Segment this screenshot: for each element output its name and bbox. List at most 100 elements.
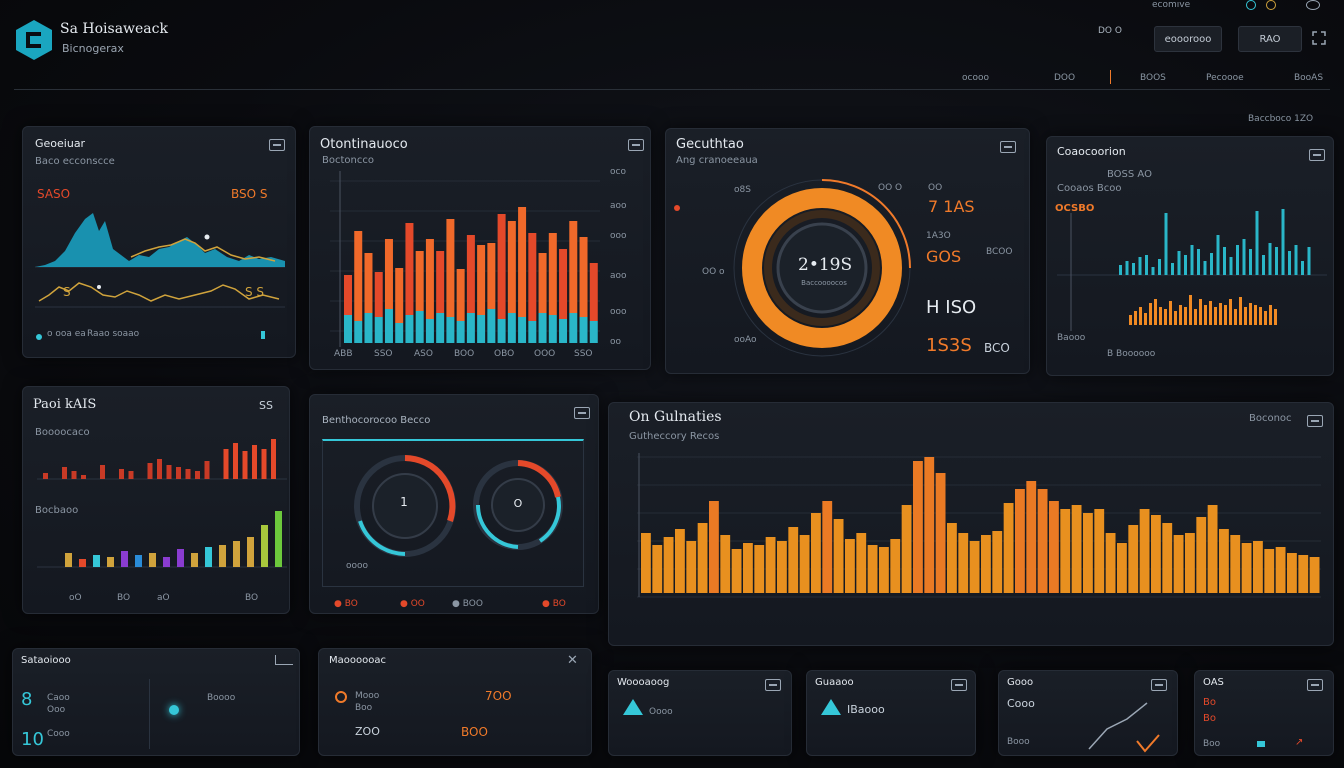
orange-bar — [1139, 509, 1150, 593]
red-bar-chart — [37, 439, 287, 480]
header-button-2[interactable]: RAO — [1238, 26, 1302, 52]
orange-bar — [1204, 305, 1207, 325]
cyan-bar — [1184, 255, 1187, 275]
orange-bar — [1037, 489, 1048, 593]
orange-bar — [901, 505, 912, 593]
record-icon[interactable] — [1246, 0, 1256, 10]
card-menu-icon[interactable] — [1151, 679, 1167, 691]
orange-bar — [1219, 303, 1222, 325]
card-menu-icon[interactable] — [1307, 679, 1323, 691]
red-bar — [176, 467, 181, 479]
card-monitoring[interactable]: Maoooooac ✕ Mooo Boo 7OO ZOO BOO — [318, 648, 592, 756]
panel-overview: Geoeiuar Baco ecconscce SASO BSO S S S S… — [22, 126, 296, 358]
legend-marker — [261, 331, 265, 339]
panel-title: Geoeiuar — [35, 137, 86, 150]
panel-menu-icon[interactable] — [269, 139, 285, 151]
orange-bar — [675, 529, 685, 593]
orange-bar — [1026, 481, 1037, 593]
x-labels: ABB SSO ASO BOO OBO OOO SSO — [334, 349, 604, 363]
card-row: Mooo — [355, 691, 380, 701]
settings-icon[interactable] — [1266, 0, 1276, 10]
cyan-bar — [405, 315, 414, 343]
panel-menu-icon[interactable] — [1307, 415, 1323, 427]
card-warning[interactable]: Woooaoog Oooo — [608, 670, 792, 756]
cyan-bar — [1158, 259, 1161, 275]
card-title: Sataoiooo — [21, 655, 71, 666]
orange-bar — [935, 473, 946, 593]
close-icon[interactable]: ✕ — [567, 653, 578, 668]
card-status[interactable]: Sataoiooo 8 Caoo Ooo 10 Cooo Boooo — [12, 648, 300, 756]
top-small: OO — [928, 183, 943, 193]
card-menu-icon[interactable] — [765, 679, 781, 691]
red-bar — [436, 251, 445, 313]
panel-menu-icon[interactable] — [1309, 149, 1325, 161]
panel-menu-icon[interactable] — [574, 407, 590, 419]
card-row: Boooo — [207, 693, 236, 703]
card-gauge[interactable]: Guaaoo IBaooo — [806, 670, 976, 756]
red-bar — [100, 465, 105, 479]
right-value: 7 1AS — [928, 197, 975, 216]
card-value: 7OO — [485, 689, 512, 703]
orange-bar — [1309, 557, 1320, 593]
card-trend[interactable]: Gooo Cooo Booo — [998, 670, 1178, 756]
orange-bar — [1241, 543, 1252, 593]
card-alerts[interactable]: OAS Bo Bo Boo ↗ — [1194, 670, 1334, 756]
cyan-bar — [1203, 261, 1207, 275]
color-bar — [163, 557, 170, 567]
orange-bar — [1184, 307, 1187, 325]
red-bar — [456, 269, 465, 321]
power-icon[interactable] — [1306, 0, 1320, 10]
gauge-right — [473, 460, 563, 550]
panel-subtitle: Boooocaco — [35, 427, 90, 438]
orange-bar — [1162, 523, 1173, 593]
panel-menu-icon[interactable] — [1000, 141, 1016, 153]
orange-bar — [1144, 313, 1147, 325]
cyan-bar — [1281, 209, 1285, 275]
cyan-bar — [1242, 239, 1246, 275]
panel-category-bars: Paoi kAIS SS Boooocaco Bocbaoo oO BO aO … — [22, 386, 290, 614]
red-bar — [157, 459, 162, 479]
card-row: Caoo — [47, 693, 70, 703]
orange-bar — [1229, 299, 1232, 325]
donut-center-label: Baccoooocos — [801, 279, 847, 287]
nav-link-2[interactable]: DOO — [1054, 73, 1076, 83]
panel-subtitle: Boctoncco — [322, 155, 374, 166]
expand-icon[interactable] — [1311, 30, 1327, 46]
x-label: ABB — [334, 349, 353, 359]
orange-bar — [969, 541, 980, 593]
header-small-label: DO O — [1098, 26, 1122, 36]
cyan-bar — [1236, 245, 1239, 275]
color-bar — [79, 559, 86, 567]
header-button-1[interactable]: eooorooo — [1154, 26, 1222, 52]
cyan-bar — [497, 319, 506, 343]
orange-bar — [1105, 533, 1116, 593]
gauge-left — [354, 455, 456, 557]
card-menu-icon[interactable] — [951, 679, 967, 691]
card-title: OAS — [1203, 677, 1224, 688]
subtitle-line: BOSS AO — [1107, 169, 1152, 180]
x-label: BO — [245, 593, 259, 603]
orange-bar — [1179, 305, 1182, 325]
orange-bar — [1117, 543, 1127, 593]
red-bar — [43, 473, 48, 479]
panel-menu-icon[interactable] — [628, 139, 644, 151]
app-logo[interactable] — [14, 18, 54, 62]
red-bar — [71, 471, 77, 479]
nav-link-4[interactable]: Pecoooe — [1206, 73, 1244, 83]
histogram-chart — [1057, 209, 1327, 331]
orange-bar — [720, 535, 731, 593]
cyan-bar — [466, 313, 475, 343]
color-bar — [177, 549, 184, 567]
orange-bar — [1224, 305, 1227, 325]
red-bar — [271, 439, 276, 479]
cyan-bar — [507, 313, 516, 343]
color-bar — [93, 555, 100, 567]
orange-bar — [947, 523, 957, 593]
nav-link-3[interactable]: BOOS — [1140, 73, 1166, 83]
cyan-bar — [374, 317, 383, 343]
color-bar — [275, 511, 282, 567]
nav-link-1[interactable]: ocooo — [962, 73, 989, 83]
nav-link-5[interactable]: BooAS — [1294, 73, 1324, 83]
orange-bar — [811, 513, 821, 593]
color-bar — [247, 537, 254, 567]
